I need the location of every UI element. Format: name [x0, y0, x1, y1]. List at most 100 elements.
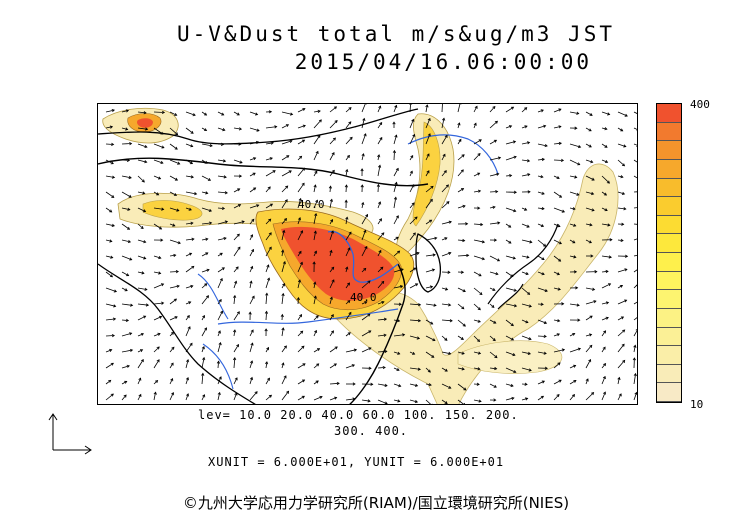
wind-arrow-head [274, 125, 278, 129]
wind-arrow [633, 207, 637, 209]
wind-arrow [409, 184, 415, 193]
wind-arrow [537, 143, 548, 147]
wind-arrow [457, 351, 465, 355]
wind-arrow-head [393, 196, 398, 200]
wind-arrow [217, 143, 224, 145]
wind-arrow-head [268, 218, 272, 222]
wind-arrow-head [477, 172, 481, 176]
wind-arrow-head [362, 117, 366, 122]
wind-arrow [185, 159, 193, 164]
wind-arrow-head [191, 265, 195, 269]
wind-arrow-head [348, 107, 352, 111]
wind-arrow-head [370, 382, 374, 386]
wind-arrow [441, 399, 448, 404]
wind-arrow-head [458, 138, 462, 142]
wind-arrow-head [220, 310, 224, 314]
wind-arrow [313, 380, 319, 385]
wind-arrow-head [145, 303, 150, 307]
wind-arrow-head [126, 273, 130, 277]
wind-arrow-head [111, 223, 115, 227]
wind-arrow [137, 349, 143, 353]
wind-arrow-head [361, 201, 365, 206]
wind-arrow [345, 312, 352, 321]
wind-arrow-head [593, 300, 597, 304]
wind-arrow-head [446, 201, 450, 205]
wind-arrow [537, 319, 547, 324]
wind-arrow-head [129, 141, 133, 146]
wind-arrow-head [513, 209, 517, 213]
wind-arrow-head [543, 124, 547, 128]
wind-arrow [393, 334, 405, 337]
wind-arrow [217, 159, 226, 162]
wind-arrow-head [140, 225, 144, 229]
wind-arrow-head [477, 351, 482, 355]
wind-arrow [233, 295, 236, 305]
wind-arrow-head [497, 221, 501, 225]
wind-arrow-head [510, 337, 515, 341]
wind-arrow [601, 270, 609, 273]
wind-arrow [617, 268, 628, 273]
wind-arrow-head [541, 157, 545, 162]
wind-arrow [537, 207, 545, 210]
wind-arrow-head [204, 160, 208, 164]
wind-arrow-head [589, 112, 593, 116]
wind-arrow [169, 159, 180, 165]
wind-arrow-head [205, 252, 209, 256]
wind-arrow-head [171, 346, 175, 350]
wind-arrow-head [252, 172, 256, 176]
wind-arrow-head [347, 247, 351, 251]
wind-arrow [441, 351, 451, 355]
wind-arrow [281, 375, 287, 385]
wind-arrow [169, 175, 178, 181]
wind-arrow [457, 303, 465, 310]
wind-arrow [313, 315, 319, 321]
wind-arrow-head [411, 118, 415, 123]
wind-arrow [169, 239, 181, 244]
wind-arrow [153, 316, 162, 321]
wind-arrow [169, 271, 179, 273]
wind-arrow-head [233, 294, 237, 298]
wind-arrow-head [637, 254, 638, 257]
wind-arrow [361, 214, 368, 225]
wind-arrow-head [218, 298, 222, 303]
wind-arrow-head [527, 351, 531, 355]
wind-arrow [377, 165, 381, 177]
wind-arrow-head [602, 346, 606, 350]
wind-arrow-head [219, 252, 223, 256]
wind-arrow [457, 383, 467, 391]
wind-arrow-head [585, 378, 589, 382]
wind-arrow [393, 268, 404, 273]
wind-arrow [409, 351, 415, 355]
wind-arrow [297, 330, 303, 337]
wind-arrow [265, 170, 276, 177]
wind-arrow-head [364, 245, 368, 250]
wind-arrow [297, 167, 305, 177]
wind-arrow [249, 296, 255, 305]
wind-arrow [169, 378, 173, 385]
wind-arrow-head [378, 105, 382, 109]
wind-arrow [537, 191, 545, 195]
wind-arrow [137, 175, 145, 183]
wind-arrow [345, 300, 351, 305]
wind-arrow [201, 207, 212, 212]
wind-arrow [553, 142, 562, 145]
wind-arrow-head [497, 156, 502, 160]
wind-arrow [217, 221, 228, 225]
wind-arrow [601, 346, 606, 353]
wind-arrow-head [202, 394, 206, 398]
wind-arrow [585, 359, 591, 369]
wind-arrow [521, 367, 532, 371]
wind-arrow [313, 231, 317, 241]
wind-arrow [601, 175, 610, 184]
wind-arrow [537, 175, 543, 178]
wind-arrow-head [190, 130, 194, 134]
wind-arrow [633, 373, 636, 385]
wind-arrow-head [492, 105, 496, 109]
wind-arrow-head [625, 254, 629, 258]
wind-arrow [585, 191, 594, 195]
wind-arrow [185, 265, 195, 273]
wind-arrow [265, 218, 271, 225]
wind-arrow-head [392, 149, 397, 154]
wind-arrow-head [190, 175, 194, 179]
wind-arrow [617, 159, 625, 167]
